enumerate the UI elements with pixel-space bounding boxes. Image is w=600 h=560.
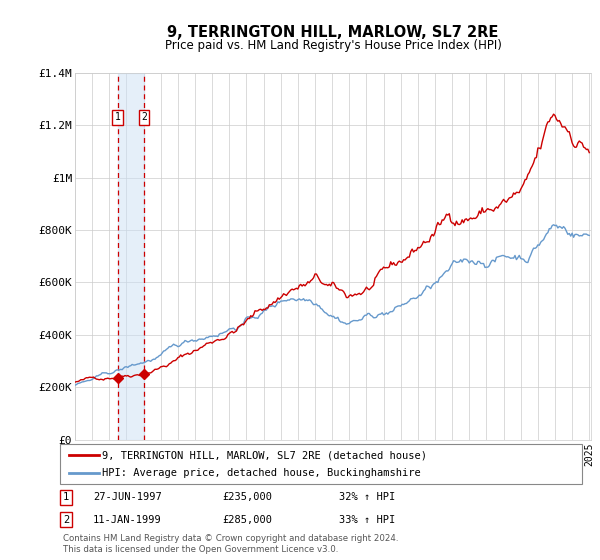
Text: HPI: Average price, detached house, Buckinghamshire: HPI: Average price, detached house, Buck… <box>102 468 421 478</box>
Text: This data is licensed under the Open Government Licence v3.0.: This data is licensed under the Open Gov… <box>63 545 338 554</box>
Text: 2: 2 <box>141 113 147 122</box>
Text: 11-JAN-1999: 11-JAN-1999 <box>93 515 162 525</box>
Text: 1: 1 <box>63 492 69 502</box>
Text: 2: 2 <box>63 515 69 525</box>
Text: 9, TERRINGTON HILL, MARLOW, SL7 2RE (detached house): 9, TERRINGTON HILL, MARLOW, SL7 2RE (det… <box>102 450 427 460</box>
Text: Price paid vs. HM Land Registry's House Price Index (HPI): Price paid vs. HM Land Registry's House … <box>164 39 502 52</box>
Text: Contains HM Land Registry data © Crown copyright and database right 2024.: Contains HM Land Registry data © Crown c… <box>63 534 398 543</box>
Text: 1: 1 <box>115 113 121 122</box>
Text: £235,000: £235,000 <box>222 492 272 502</box>
Text: £285,000: £285,000 <box>222 515 272 525</box>
Bar <box>118 73 144 440</box>
Text: 33% ↑ HPI: 33% ↑ HPI <box>339 515 395 525</box>
Text: 32% ↑ HPI: 32% ↑ HPI <box>339 492 395 502</box>
Text: 27-JUN-1997: 27-JUN-1997 <box>93 492 162 502</box>
Text: 9, TERRINGTON HILL, MARLOW, SL7 2RE: 9, TERRINGTON HILL, MARLOW, SL7 2RE <box>167 25 499 40</box>
